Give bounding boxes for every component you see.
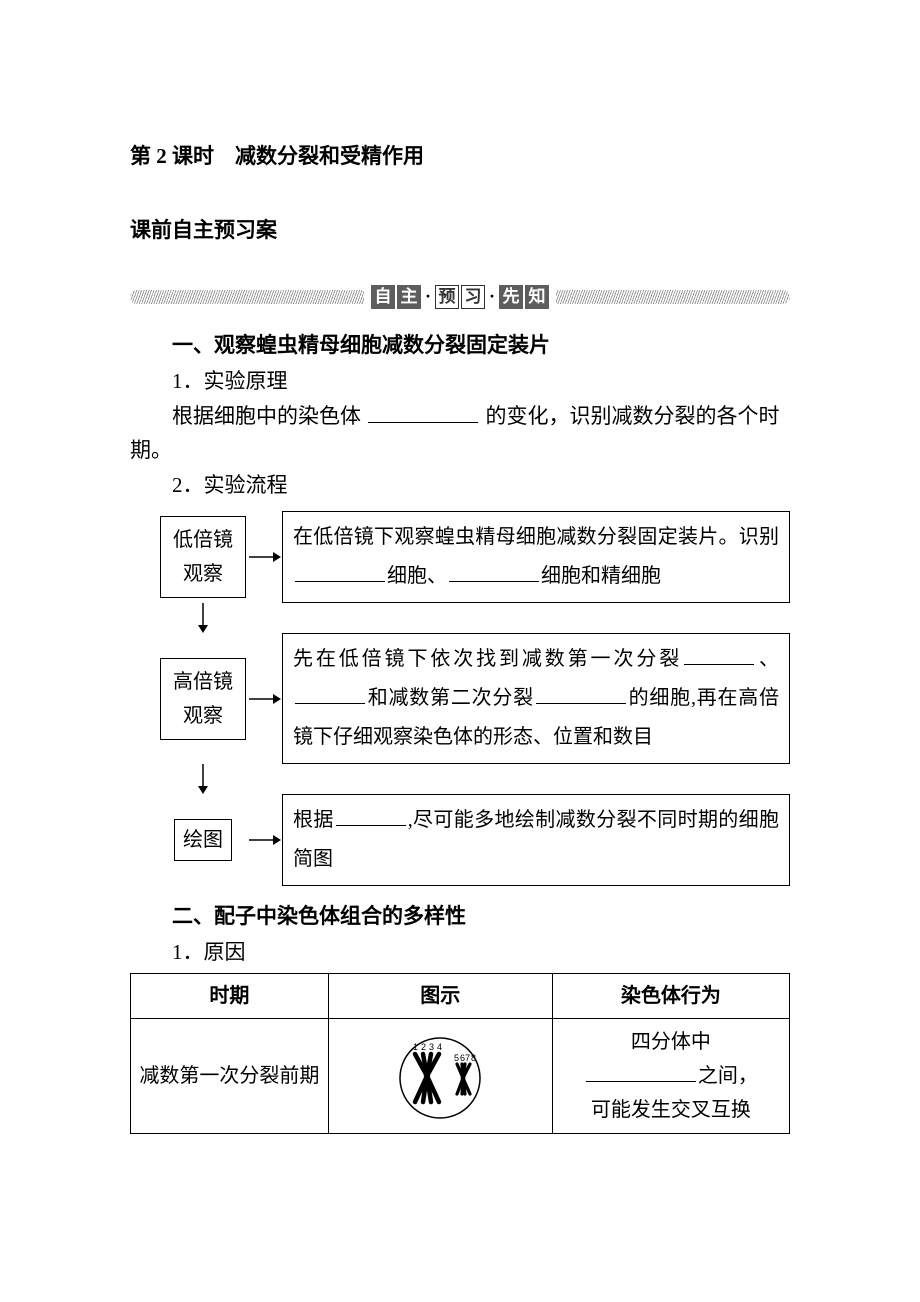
hatch-left [130,290,364,304]
tetrad-diagram-icon: 1 2 3 4 5 6 7 8 [365,1032,515,1120]
banner-dot-2: · [489,282,495,311]
table-header-row: 时期 图示 染色体行为 [131,974,790,1019]
banner-box-2: 主 [397,285,421,309]
sec1-heading: 一、观察蝗虫精母细胞减数分裂固定装片 [130,329,790,363]
table-row: 减数第一次分裂前期 [131,1019,790,1134]
chrom-label-4: 4 [437,1042,442,1052]
chrom-label-7: 7 [465,1053,470,1063]
arrow-down-1 [160,603,246,633]
sec1-p1-body: 根据细胞中的染色体 的变化，识别减数分裂的各个时期。 [130,400,790,467]
stage2-text: 高倍镜观察 [173,671,233,727]
arrow-down-2 [160,764,246,794]
beh-c: 可能发生交叉互换 [591,1099,751,1121]
sec1-p2-label: 2．实验流程 [130,469,790,503]
desc-high-mag: 先在低倍镜下依次找到减数第一次分裂、和减数第二次分裂的细胞,再在高倍镜下仔细观察… [282,633,790,764]
desc2-b: 、 [756,648,779,670]
preclass-heading: 课前自主预习案 [130,214,790,248]
chrom-label-5: 5 [454,1053,459,1063]
desc3-a: 根据 [293,809,334,831]
blank-d1-2 [449,560,539,582]
stage-low-mag: 低倍镜观察 [160,516,246,598]
beh-b: 之间， [698,1065,758,1087]
lesson-prefix: 第 2 课时 [130,144,214,168]
hatch-right [556,290,790,304]
stage1-text: 低倍镜观察 [173,529,233,585]
experiment-flowchart: 低倍镜观察 在低倍镜下观察蝗虫精母细胞减数分裂固定装片。识别细胞、细胞和精细胞 … [160,511,790,886]
desc2-c: 和减数第二次分裂 [367,687,534,709]
desc-low-mag: 在低倍镜下观察蝗虫精母细胞减数分裂固定装片。识别细胞、 细胞和精细胞 [282,511,790,603]
cell-period: 减数第一次分裂前期 [131,1019,329,1134]
chromosome-table: 时期 图示 染色体行为 减数第一次分裂前期 [130,973,790,1134]
th-behavior: 染色体行为 [552,974,789,1019]
chrom-label-8: 8 [471,1053,476,1063]
banner-divider: 自 主 · 预 习 · 先 知 [130,282,790,311]
cell-diagram: 1 2 3 4 5 6 7 8 [328,1019,552,1134]
arrow-right-3 [246,832,282,848]
arrow-right-2 [246,691,282,707]
banner-box-4: 习 [461,285,485,309]
banner-box-5: 先 [499,285,523,309]
cell-behavior: 四分体中 之间， 可能发生交叉互换 [552,1019,789,1134]
stage-draw: 绘图 [174,819,232,861]
blank-principle [368,400,478,423]
chrom-label-1: 1 [413,1042,418,1052]
banner-dot-1: · [425,282,431,311]
blank-d3-1 [336,804,406,826]
th-diagram: 图示 [328,974,552,1019]
arrow-right-1 [246,549,282,565]
desc1-c: 细胞和精细胞 [541,565,661,587]
blank-d1-1 [295,560,385,582]
desc1-a: 在低倍镜下观察蝗虫精母细胞减数分裂固定装片。识别 [293,526,779,548]
banner-box-3: 预 [435,285,459,309]
blank-d2-2 [295,682,365,704]
lesson-name: 减数分裂和受精作用 [235,144,424,168]
beh-a: 四分体中 [631,1031,711,1053]
sec1-p1-label: 1．实验原理 [130,365,790,399]
lesson-title: 第 2 课时 减数分裂和受精作用 [130,140,790,174]
sec2-p1-label: 1．原因 [130,936,790,970]
blank-d2-1 [684,643,754,665]
desc-draw: 根据,尽可能多地绘制减数分裂不同时期的细胞简图 [282,794,790,886]
banner-boxes: 自 主 · 预 习 · 先 知 [370,282,550,311]
desc1-b: 细胞、 [387,565,447,587]
banner-box-6: 知 [525,285,549,309]
desc2-a: 先在低倍镜下依次找到减数第一次分裂 [293,648,682,670]
blank-behavior [586,1060,696,1082]
stage3-text: 绘图 [183,829,223,851]
banner-box-1: 自 [371,285,395,309]
stage-high-mag: 高倍镜观察 [160,658,246,740]
sec1-p1-a: 根据细胞中的染色体 [172,404,361,428]
sec2-heading: 二、配子中染色体组合的多样性 [130,900,790,934]
chrom-label-3: 3 [429,1042,434,1052]
th-period: 时期 [131,974,329,1019]
blank-d2-3 [536,682,626,704]
chrom-label-2: 2 [421,1042,426,1052]
